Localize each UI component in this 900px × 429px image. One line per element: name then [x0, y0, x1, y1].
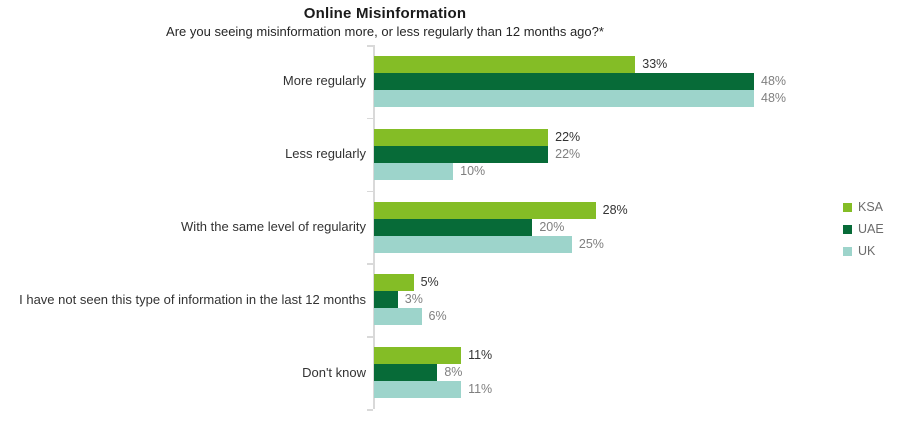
axis-tick	[367, 263, 373, 265]
legend-swatch-ksa	[843, 202, 852, 212]
bar-uk-less-regularly	[374, 162, 454, 180]
legend-swatch-uk	[843, 246, 852, 256]
category-label-less-regularly: Less regularly	[285, 146, 366, 162]
chart-subtitle: Are you seeing misinformation more, or l…	[166, 24, 604, 39]
bar-ksa-i-have-not-seen-this-type-of-information-in-the-last-12-months	[374, 274, 414, 292]
value-label-uk-i-have-not-seen-this-type-of-information-in-the-last-12-months: 6%	[428, 309, 447, 324]
bar-ksa-less-regularly	[374, 128, 549, 146]
value-label-ksa-less-regularly: 22%	[555, 129, 581, 144]
value-label-ksa-more-regularly: 33%	[642, 56, 668, 71]
bar-uk-don-t-know	[374, 381, 462, 399]
axis-tick	[367, 409, 373, 411]
value-label-uk-with-the-same-level-of-regularity: 25%	[578, 236, 604, 251]
category-label-i-have-not-seen-this-type-of-information-in-the-last-12-months: I have not seen this type of information…	[19, 291, 366, 307]
category-label-with-the-same-level-of-regularity: With the same level of regularity	[181, 219, 366, 234]
category-label-don-t-know: Don't know	[302, 364, 366, 380]
value-label-uk-don-t-know: 11%	[468, 382, 493, 397]
legend-label-uk: UK	[858, 244, 876, 258]
legend: KSA UAE UK	[843, 196, 884, 262]
value-label-uae-with-the-same-level-of-regularity: 20%	[539, 219, 565, 234]
legend-item-uae: UAE	[843, 218, 884, 240]
value-label-uae-don-t-know: 8%	[444, 365, 463, 380]
bar-uae-with-the-same-level-of-regularity	[374, 218, 533, 236]
bar-uae-don-t-know	[374, 364, 438, 382]
bar-uk-with-the-same-level-of-regularity	[374, 235, 572, 253]
axis-tick	[367, 117, 373, 120]
value-label-uae-i-have-not-seen-this-type-of-information-in-the-last-12-months: 3%	[404, 292, 423, 307]
legend-label-ksa: KSA	[858, 200, 884, 214]
y-axis-line	[373, 45, 375, 409]
bar-ksa-don-t-know	[374, 347, 462, 365]
value-label-ksa-don-t-know: 11%	[468, 348, 493, 363]
chart-title: Online Misinformation	[303, 5, 467, 22]
legend-item-ksa: KSA	[843, 196, 884, 218]
value-label-uae-less-regularly: 22%	[555, 146, 581, 161]
legend-label-uae: UAE	[858, 222, 884, 236]
legend-item-uk: UK	[843, 240, 884, 262]
bar-uae-more-regularly	[374, 72, 754, 90]
axis-tick	[367, 45, 373, 47]
value-label-ksa-i-have-not-seen-this-type-of-information-in-the-last-12-months: 5%	[420, 275, 439, 290]
axis-tick	[367, 190, 373, 193]
bar-ksa-more-regularly	[374, 55, 636, 73]
value-label-uk-less-regularly: 10%	[460, 163, 486, 178]
bar-uae-i-have-not-seen-this-type-of-information-in-the-last-12-months	[374, 291, 398, 309]
value-label-uae-more-regularly: 48%	[761, 73, 787, 88]
axis-tick	[367, 336, 373, 338]
bar-uk-more-regularly	[374, 89, 754, 107]
bar-ksa-with-the-same-level-of-regularity	[374, 201, 596, 219]
category-label-more-regularly: More regularly	[282, 73, 366, 89]
value-label-uk-more-regularly: 48%	[761, 90, 787, 105]
value-label-ksa-with-the-same-level-of-regularity: 28%	[602, 202, 628, 217]
legend-swatch-uae	[843, 224, 852, 234]
bar-uk-i-have-not-seen-this-type-of-information-in-the-last-12-months	[374, 308, 422, 326]
bar-uae-less-regularly	[374, 145, 549, 163]
